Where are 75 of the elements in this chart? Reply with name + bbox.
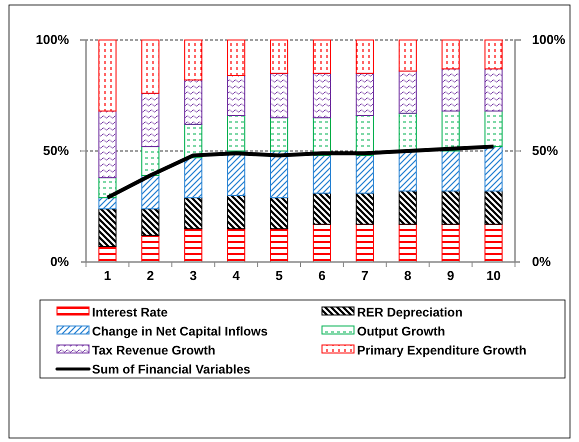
bar [227,75,246,116]
bar [184,79,202,125]
bar [484,224,503,262]
bar [227,228,246,262]
bar [356,154,374,194]
x-tick-label: 10 [486,268,501,284]
bar [356,192,374,225]
bar [312,40,332,74]
y2-tick-label: 100% [532,32,566,48]
bar [184,228,202,262]
bar [270,197,288,230]
x-tick-label: 9 [447,268,454,284]
bar [270,117,288,152]
bar [484,110,503,148]
bar [227,114,246,152]
bar [184,157,202,198]
x-tick-label: 6 [318,268,326,284]
bar [484,190,503,225]
bar [312,192,332,225]
bar [398,40,417,72]
bar [227,194,246,230]
bar [356,72,374,116]
bar [98,40,117,112]
bar [98,197,117,210]
bar [312,224,332,262]
bar [270,228,288,262]
bar [442,190,460,225]
bar [98,208,117,247]
bar [227,40,246,76]
bar [484,146,503,192]
y2-tick-label: 0% [532,254,552,270]
bar [141,208,160,236]
x-tick-label: 8 [404,268,412,284]
bar [312,72,332,118]
bar [141,174,160,210]
x-tick-label: 4 [232,268,241,284]
bar [442,68,460,112]
bar [270,72,288,118]
bar [141,92,160,148]
y-tick-label: 50% [42,143,70,158]
bar [270,40,288,74]
legend-label: Output Growth [357,324,446,338]
bar [398,150,417,192]
x-tick-label: 1 [104,268,112,284]
x-tick-label: 7 [361,268,368,284]
bar [141,40,160,94]
bar [184,40,202,80]
y2-tick-label: 50% [532,143,558,158]
bar [356,224,374,262]
legend-label: Change in Net Capital Inflows [92,324,268,338]
bar [141,234,160,262]
x-tick-label: 5 [275,268,283,284]
x-tick-label: 3 [190,268,197,284]
legend-label: Tax Revenue Growth [92,344,216,358]
legend-label: RER Depreciation [357,306,463,320]
bar [312,154,332,194]
bar [398,70,417,114]
bar [398,112,417,152]
bar [398,224,417,262]
legend-label: Interest Rate [92,306,168,320]
bar [184,197,202,230]
bar [484,40,503,70]
legend-label: Primary Expenditure Growth [357,344,526,358]
y-tick-label: 100% [36,32,70,48]
bar [442,40,460,70]
bar [398,190,417,225]
legend-label: Sum of Financial Variables [92,362,250,376]
bar [484,68,503,112]
bar [442,150,460,192]
x-tick-label: 2 [146,268,154,284]
bar [442,224,460,262]
bar [98,110,117,178]
bar [356,40,374,74]
bar [98,246,117,262]
y-tick-label: 0% [50,254,70,270]
